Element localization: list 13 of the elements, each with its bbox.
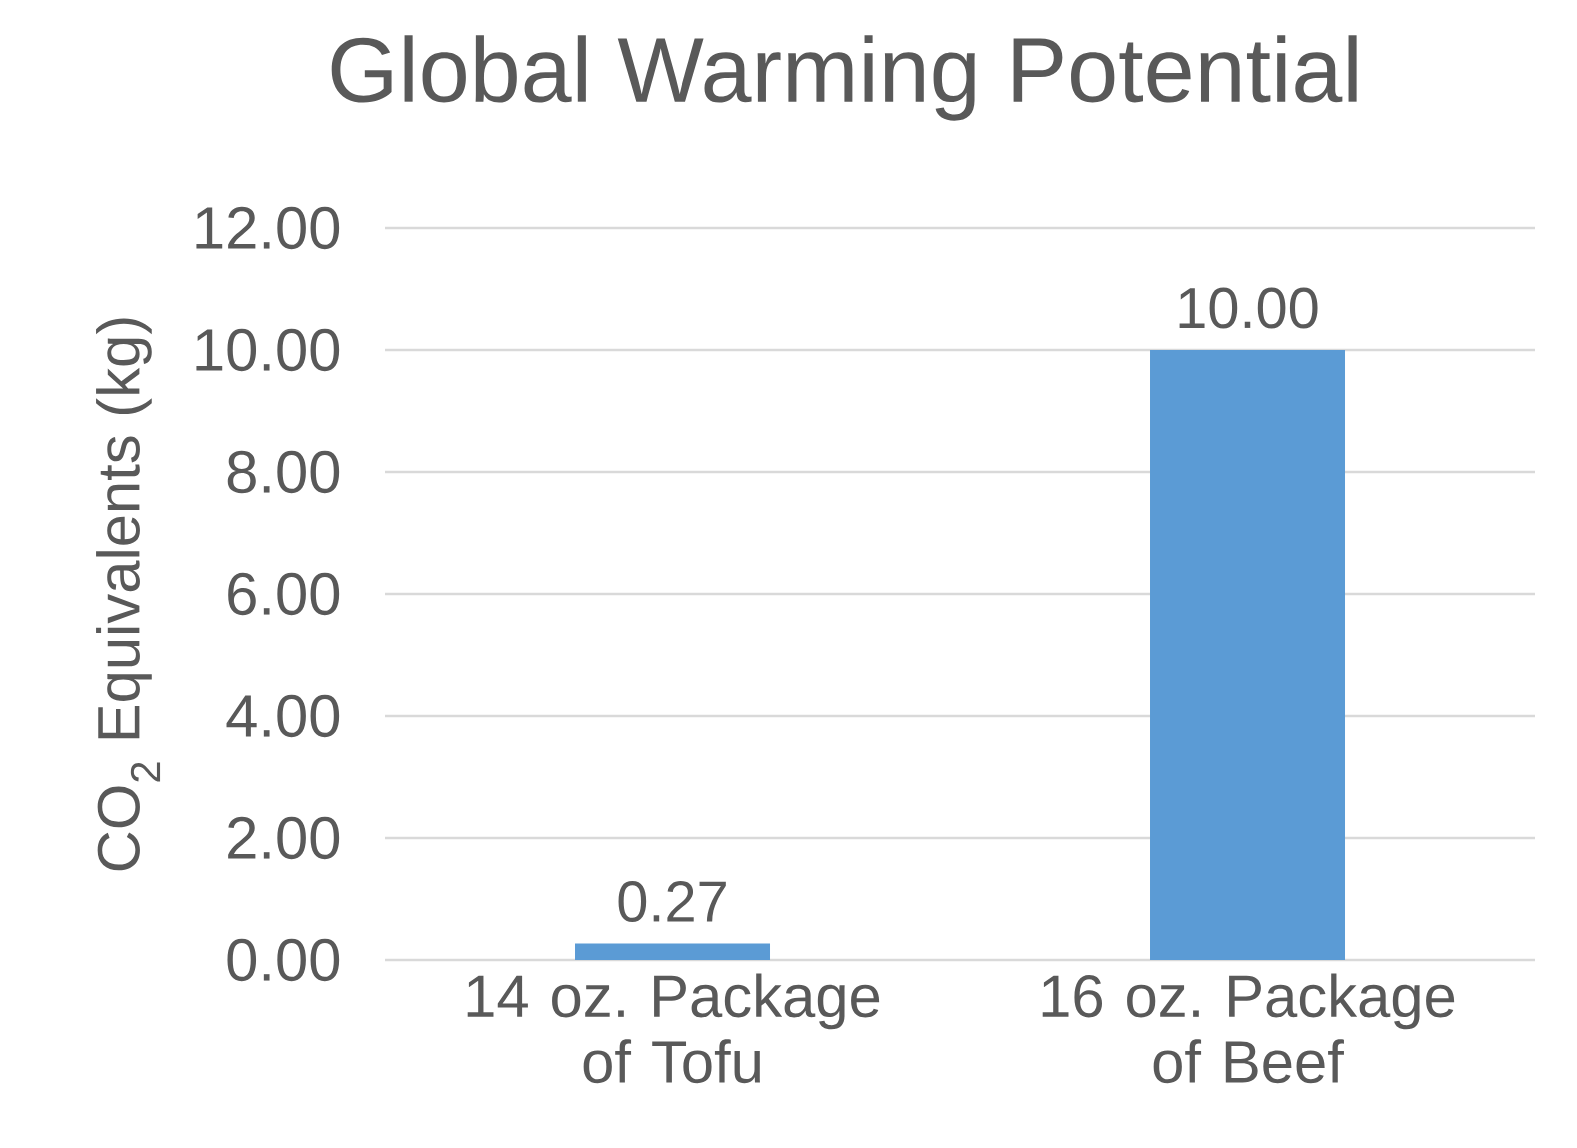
data-label: 0.27 <box>618 881 726 923</box>
y-tick-label: 0.00 <box>227 938 340 982</box>
y-axis-title: CO$_{2}$ Equivalents (kg) <box>96 318 161 871</box>
y-tick-label: 12.00 <box>196 206 340 250</box>
data-label: 10.00 <box>1179 287 1318 329</box>
y-tick-label: 8.00 <box>227 450 340 494</box>
y-tick-label: 4.00 <box>226 694 340 738</box>
y-tick-label: 2.00 <box>228 816 340 860</box>
x-tick-label: 16 oz. Package of Beef <box>1042 973 1455 1084</box>
y-tick-label: 6.00 <box>228 572 340 616</box>
x-tick-label: 14 oz. Package of Tofu <box>467 973 880 1084</box>
chart-title: Global Warming Potential <box>331 35 1357 121</box>
y-tick-label: 10.00 <box>196 328 340 372</box>
